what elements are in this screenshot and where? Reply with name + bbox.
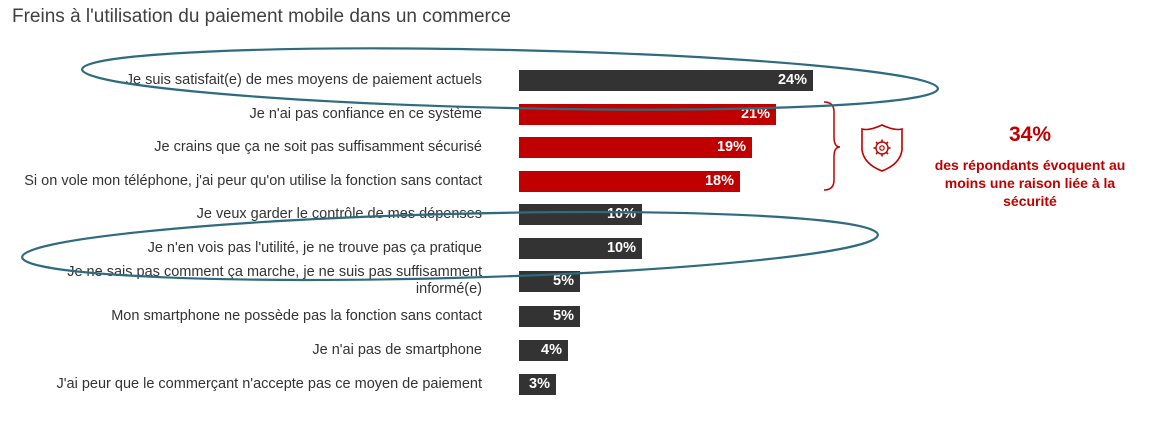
category-label: Je suis satisfait(e) de mes moyens de pa… bbox=[125, 71, 482, 88]
category-label: Je crains que ça ne soit pas suffisammen… bbox=[154, 138, 482, 155]
chart-title: Freins à l'utilisation du paiement mobil… bbox=[12, 6, 511, 27]
gear-shield-icon bbox=[861, 124, 903, 172]
bar: 19% bbox=[519, 136, 752, 158]
category-label: Je n'en vois pas l'utilité, je ne trouve… bbox=[147, 239, 482, 256]
category-label: Je n'ai pas de smartphone bbox=[312, 341, 482, 358]
bar: 5% bbox=[519, 305, 580, 327]
bar-value-label: 10% bbox=[606, 205, 636, 222]
bar-value-label: 4% bbox=[541, 341, 562, 358]
bar-value-label: 24% bbox=[777, 71, 807, 88]
callout-text: des répondants évoquent au moins une rai… bbox=[934, 157, 1126, 209]
bar-value-label: 21% bbox=[740, 105, 770, 122]
category-label: Mon smartphone ne possède pas la fonctio… bbox=[111, 307, 482, 324]
category-label: Je veux garder le contrôle de mes dépens… bbox=[196, 205, 482, 222]
bar-value-label: 5% bbox=[553, 307, 574, 324]
bar: 24% bbox=[519, 69, 813, 91]
bar: 21% bbox=[519, 103, 776, 125]
category-label: Si on vole mon téléphone, j'ai peur qu'o… bbox=[24, 172, 482, 189]
category-label: Je ne sais pas comment ça marche, je ne … bbox=[67, 264, 482, 297]
bar-value-label: 5% bbox=[553, 272, 574, 289]
bar: 18% bbox=[519, 170, 740, 192]
bar: 10% bbox=[519, 237, 642, 259]
bar: 3% bbox=[519, 373, 556, 395]
callout-percent: 34% bbox=[1008, 123, 1052, 146]
bar-value-label: 19% bbox=[716, 138, 746, 155]
security-bracket bbox=[823, 101, 841, 191]
bar: 10% bbox=[519, 203, 642, 225]
bar-value-label: 10% bbox=[606, 239, 636, 256]
category-label: Je n'ai pas confiance en ce système bbox=[249, 105, 482, 122]
bar: 4% bbox=[519, 339, 568, 361]
bar-value-label: 3% bbox=[529, 375, 550, 392]
bar: 5% bbox=[519, 270, 580, 292]
category-label: J'ai peur que le commerçant n'accepte pa… bbox=[56, 375, 482, 392]
bar-value-label: 18% bbox=[704, 172, 734, 189]
